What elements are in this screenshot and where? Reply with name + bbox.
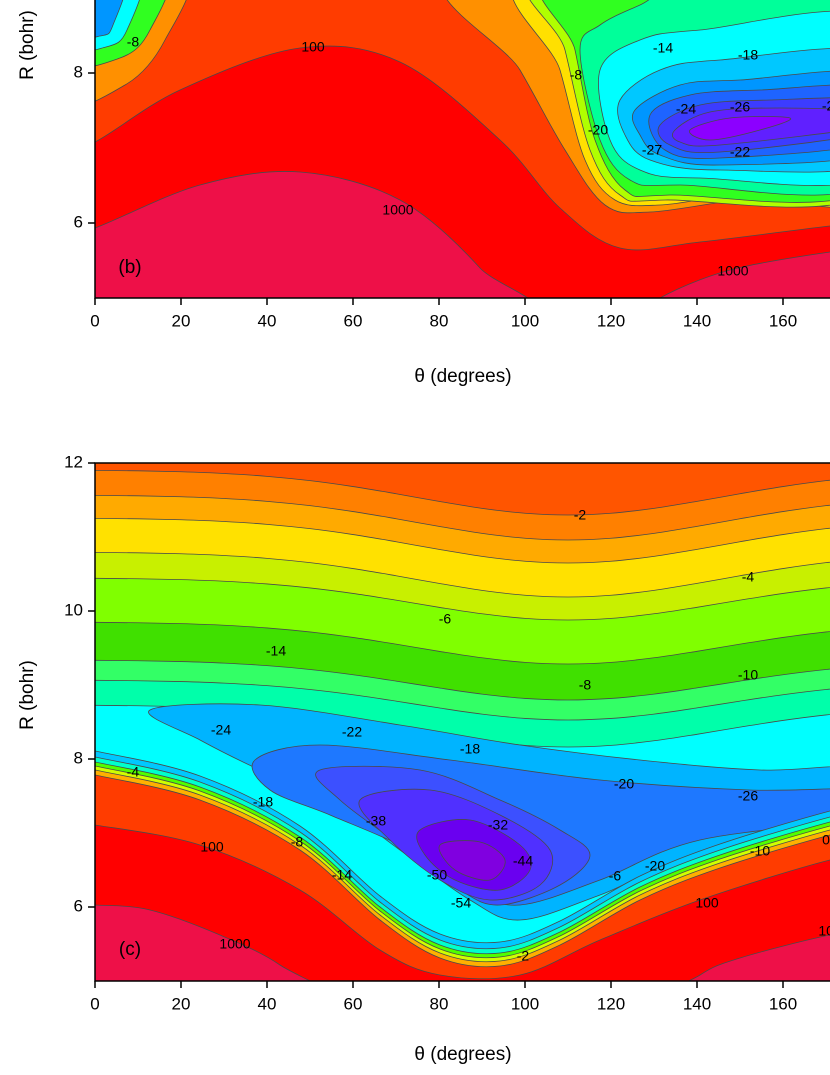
contour-label: -26 (730, 99, 750, 115)
contour-label: 100 (200, 839, 224, 855)
x-tick-label: 100 (511, 994, 539, 1013)
contour-panel: -8 100 -8 -14 -18 -24 -26 -28 -20 -27 -22 1000 1000 0… (17, 0, 830, 387)
contour-label: -50 (427, 867, 447, 883)
contour-label: -38 (366, 813, 386, 829)
x-tick-label: 80 (430, 311, 449, 330)
contour-label: -14 (266, 643, 286, 659)
contour-label: 1000 (717, 263, 748, 279)
plot-frame (94, 462, 830, 982)
x-tick-label: 120 (597, 994, 625, 1013)
contour-panel: -2-4-6-14-8-10-24 -22-18-4-20-26-18-38 -32… (17, 452, 830, 1065)
contour-label: -20 (645, 858, 665, 874)
x-tick-label: 100 (511, 311, 539, 330)
x-axis-label: θ (degrees) (414, 366, 511, 387)
contour-label: 1000 (382, 202, 413, 218)
x-tick-label: 0 (90, 311, 99, 330)
contour-label: -8 (291, 834, 304, 850)
contour-label: -18 (460, 741, 480, 757)
x-tick-label: 60 (344, 311, 363, 330)
x-tick-label: 0 (90, 994, 99, 1013)
contour-label: -26 (738, 788, 758, 804)
x-tick-label: 60 (344, 994, 363, 1013)
plot-area: -8 100 -8 -14 -18 -24 -26 -28 -20 -27 -22 1000 1000 (95, 0, 830, 298)
contour-label: 0 (822, 832, 830, 848)
contour-label: -4 (742, 569, 755, 585)
y-tick-label: 6 (74, 212, 83, 231)
y-axis-label: R (bohr) (17, 660, 38, 730)
contour-region (95, 904, 311, 981)
plot-area: -2-4-6-14-8-10-24 -22-18-4-20-26-18-38 -32… (95, 463, 830, 981)
plot-frame (94, 0, 830, 299)
contour-label: 100 (818, 923, 830, 939)
contour-label: -44 (513, 853, 533, 869)
contour-label: -20 (588, 122, 608, 138)
y-axis-label: R (bohr) (17, 10, 38, 80)
contour-label: -10 (738, 667, 758, 683)
contour-label: 1000 (219, 936, 250, 952)
x-axis-label: θ (degrees) (414, 1044, 511, 1065)
contour-region (95, 824, 830, 981)
contour-label: -6 (609, 868, 622, 884)
x-tick-label: 40 (258, 994, 277, 1013)
contour-label: -18 (253, 794, 273, 810)
y-tick-label: 12 (64, 452, 83, 471)
contour-label: -22 (342, 724, 362, 740)
y-tick-label: 10 (64, 600, 83, 619)
contour-label: -8 (127, 34, 140, 50)
contour-label: -24 (211, 722, 231, 738)
contour-label: -4 (127, 764, 140, 780)
y-tick-label: 8 (74, 62, 83, 81)
contour-region (438, 840, 506, 881)
contour-label: -24 (676, 101, 696, 117)
contour-label: -14 (332, 867, 352, 883)
contour-label: -22 (730, 144, 750, 160)
x-tick-label: 20 (172, 994, 191, 1013)
contour-label: -2 (574, 507, 587, 523)
contour-label: -6 (439, 611, 452, 627)
contour-label: -10 (750, 843, 770, 859)
x-tick-label: 140 (683, 311, 711, 330)
contour-label: -2 (517, 948, 530, 964)
panel-label: (b) (118, 257, 141, 278)
contour-label: -20 (614, 776, 634, 792)
x-tick-label: 160 (769, 994, 797, 1013)
y-tick-label: 6 (74, 896, 83, 915)
x-tick-label: 120 (597, 311, 625, 330)
contour-label: -14 (653, 40, 673, 56)
contour-label: -18 (738, 47, 758, 63)
contour-label: -8 (570, 67, 583, 83)
contour-label: -28 (822, 98, 830, 114)
contour-label: -54 (451, 895, 471, 911)
x-tick-label: 80 (430, 994, 449, 1013)
x-tick-label: 160 (769, 311, 797, 330)
x-tick-label: 20 (172, 311, 191, 330)
panel-label: (c) (119, 939, 141, 960)
contour-label: -32 (488, 817, 508, 833)
contour-region (687, 934, 830, 981)
contour-region (95, 171, 529, 298)
contour-region (95, 0, 124, 38)
contour-region (689, 116, 792, 141)
contour-label: 100 (695, 895, 719, 911)
contour-label: -8 (579, 677, 592, 693)
x-tick-label: 140 (683, 994, 711, 1013)
y-tick-label: 8 (74, 748, 83, 767)
contour-label: 100 (301, 39, 325, 55)
x-tick-label: 40 (258, 311, 277, 330)
contour-label: -27 (642, 142, 662, 158)
